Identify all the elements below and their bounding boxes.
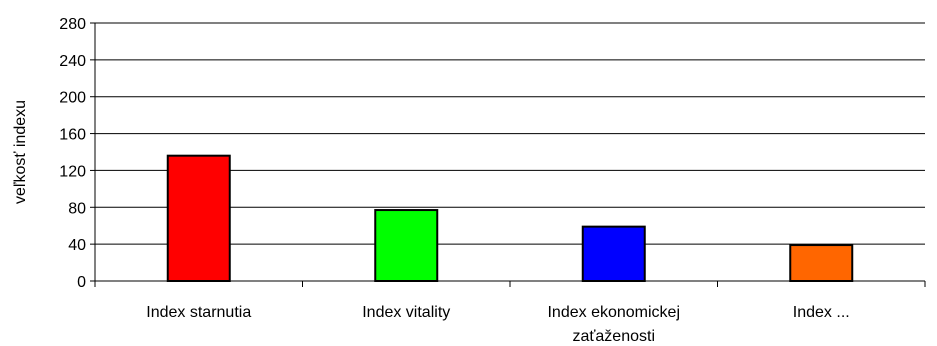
- y-tick-label: 80: [68, 200, 86, 217]
- x-category-label: Index vitality: [362, 304, 450, 321]
- y-tick-label: 160: [59, 127, 86, 144]
- bar: [374, 209, 439, 282]
- y-tick-label: 120: [59, 163, 86, 180]
- bar: [581, 225, 646, 282]
- y-axis-label: veľkosť indexu: [12, 100, 29, 204]
- y-tick-label: 280: [59, 16, 86, 33]
- x-category-label: Index ekonomickej: [547, 304, 680, 321]
- x-category-label: Index starnutia: [146, 304, 251, 321]
- y-tick-label: 200: [59, 90, 86, 107]
- bar: [789, 244, 854, 282]
- bar: [166, 154, 231, 282]
- y-tick-label: 0: [77, 274, 86, 291]
- gridlines: [95, 22, 925, 245]
- y-axis-ticks: 0 40 80 120 160 200 240 280: [59, 16, 95, 291]
- y-tick-label: 240: [59, 53, 86, 70]
- x-category-label: Index ...: [793, 304, 850, 321]
- y-tick-label: 40: [68, 237, 86, 254]
- x-category-label: zaťaženosti: [573, 328, 656, 345]
- x-axis-categories: Index starnutia Index vitality Index ekono…: [94, 281, 926, 345]
- bars: [166, 154, 854, 282]
